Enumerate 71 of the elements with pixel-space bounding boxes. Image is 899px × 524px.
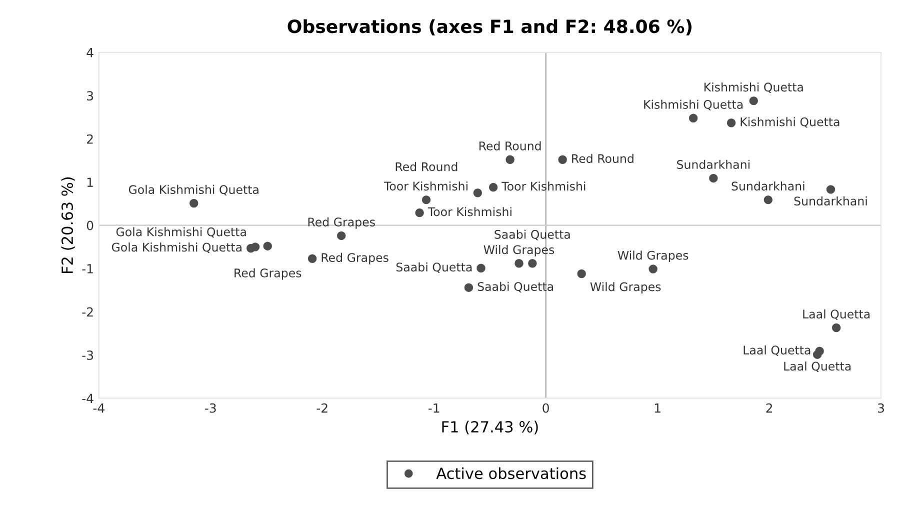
annotation: Sundarkhani <box>677 160 750 169</box>
point <box>308 254 317 263</box>
chart-title: Observations (axes F1 and F2: 48.06 %) <box>288 19 692 36</box>
annotation: Red Grapes <box>234 268 302 280</box>
annotation: Red Grapes <box>322 252 388 264</box>
annotation: Toor Kishmishi <box>428 207 512 216</box>
point <box>473 188 482 198</box>
annotation: Wild Grapes <box>484 244 554 256</box>
point <box>476 264 486 272</box>
x-tick-label: 0 <box>542 403 549 413</box>
annotation: Kishmishi Quetta <box>740 117 840 128</box>
annotation: Wild Grapes <box>618 250 688 262</box>
point <box>506 155 514 164</box>
x-tick-label: 3 <box>878 403 884 413</box>
annotation: Saabi Quetta <box>396 262 472 273</box>
annotation: Kishmishi Quetta <box>704 82 803 93</box>
annotation: Gola Kishmishi Quetta <box>112 242 242 254</box>
x-tick-label: -3 <box>205 403 216 413</box>
y-tick-label: 1 <box>87 178 93 187</box>
x-axis-title: F1 (27.43 %) <box>442 420 538 434</box>
point <box>688 114 698 122</box>
annotation: Laal Quetta <box>803 309 870 320</box>
annotation: Saabi Quetta <box>494 230 570 240</box>
y-tick-label: 0 <box>86 220 94 230</box>
point <box>422 195 431 204</box>
annotation: Laal Quetta <box>744 345 810 356</box>
y-axis-title: F2 (20.63 %) <box>61 177 75 274</box>
annotation: Gola Kishmishi Quetta <box>128 184 258 196</box>
annotation: Red Round <box>572 154 634 164</box>
x-tick-label: -2 <box>316 403 328 413</box>
point <box>812 350 822 359</box>
point <box>726 118 736 128</box>
point <box>528 258 537 268</box>
annotation: Sundarkhani <box>732 181 804 191</box>
point <box>558 155 567 164</box>
y-tick-label: 3 <box>87 91 94 101</box>
annotation: Laal Quetta <box>784 362 851 372</box>
annotation: Toor Kishmishi <box>502 182 586 191</box>
x-tick-label: 1 <box>654 403 660 413</box>
point <box>514 258 524 268</box>
point <box>749 96 758 106</box>
point <box>764 195 773 204</box>
annotation: Kishmishi Quetta <box>644 100 743 110</box>
annotation: Red Round <box>396 162 458 172</box>
point <box>488 182 498 192</box>
annotation: Red Round <box>479 141 541 150</box>
y-tick-label: -2 <box>82 307 93 317</box>
x-tick-label: -1 <box>428 403 440 413</box>
y-tick-label: -1 <box>82 264 93 274</box>
x-tick-label: 2 <box>766 403 772 413</box>
legend-label: Active observations <box>436 467 586 480</box>
annotation: Toor Kishmishi <box>384 181 468 191</box>
annotation: Red Grapes <box>308 217 375 229</box>
annotation: Wild Grapes <box>590 282 661 294</box>
annotation: Saabi Quetta <box>478 282 554 292</box>
annotation: Gola Kishmishi Quetta <box>116 227 246 238</box>
point <box>415 208 424 218</box>
y-tick-label: 2 <box>86 134 93 144</box>
point <box>464 283 474 292</box>
point <box>648 264 658 274</box>
y-tick-label: 4 <box>86 48 94 58</box>
point <box>832 323 841 332</box>
point <box>263 242 272 250</box>
y-tick-label: -4 <box>82 394 94 403</box>
annotation: Sundarkhani <box>794 196 867 206</box>
point <box>577 269 586 278</box>
point <box>709 174 718 183</box>
point <box>826 185 836 194</box>
point <box>336 231 346 240</box>
y-tick-label: -3 <box>82 350 94 360</box>
point <box>189 198 198 208</box>
